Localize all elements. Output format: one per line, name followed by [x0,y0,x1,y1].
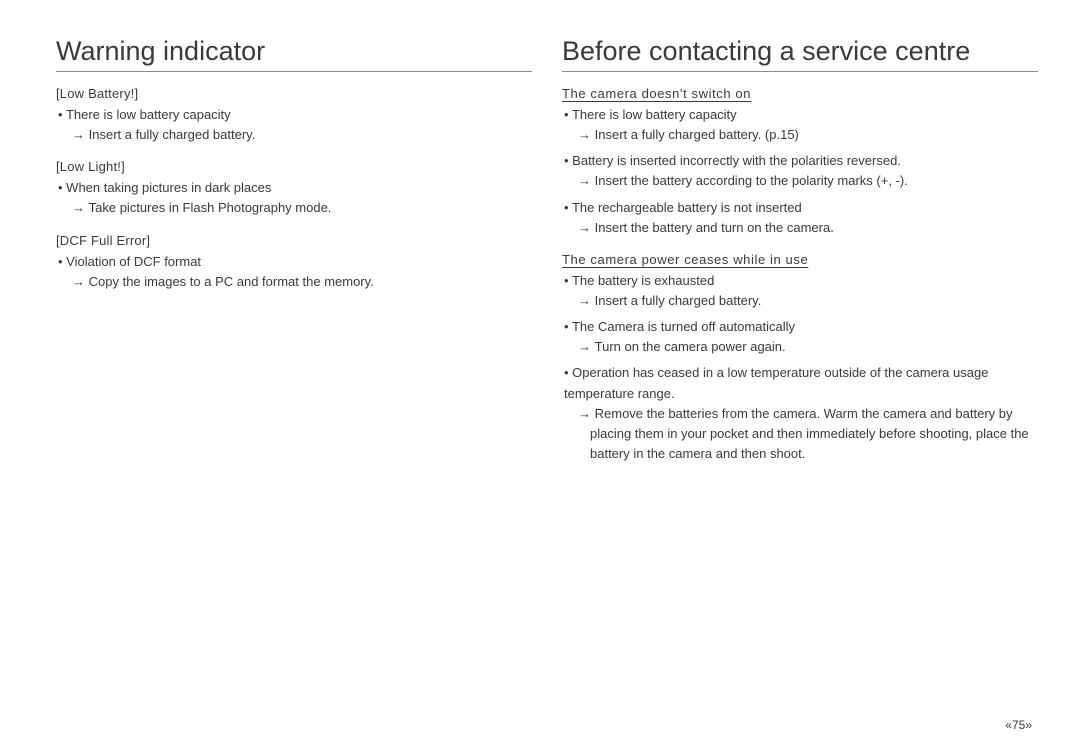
arrow-action: Insert the battery according to the pola… [578,171,1038,191]
section-camera-no-switch-on: The camera doesn't switch on There is lo… [562,86,1038,238]
bullet-text: Battery is inserted incorrectly with the… [564,151,1038,171]
section-low-battery: [Low Battery!] There is low battery capa… [56,86,532,145]
section-camera-power-ceases: The camera power ceases while in use The… [562,252,1038,464]
bullet-text: The rechargeable battery is not inserted [564,198,1038,218]
arrow-action: Insert the battery and turn on the camer… [578,218,1038,238]
bullet-text: There is low battery capacity [564,105,1038,125]
bullet-text: Operation has ceased in a low temperatur… [564,363,1038,403]
section-label: [DCF Full Error] [56,233,532,248]
section-label: The camera doesn't switch on [562,86,1038,101]
bullet-text: There is low battery capacity [58,105,532,125]
bullet-text: When taking pictures in dark places [58,178,532,198]
left-heading: Warning indicator [56,36,532,72]
bullet-text: The battery is exhausted [564,271,1038,291]
section-label: [Low Light!] [56,159,532,174]
arrow-action: Remove the batteries from the camera. Wa… [578,404,1038,464]
right-column: Before contacting a service centre The c… [552,36,1048,718]
section-dcf-full-error: [DCF Full Error] Violation of DCF format… [56,233,532,292]
arrow-action: Insert a fully charged battery. [578,291,1038,311]
arrow-action: Turn on the camera power again. [578,337,1038,357]
page-number: «75» [1005,718,1032,732]
section-label: [Low Battery!] [56,86,532,101]
page-root: Warning indicator [Low Battery!] There i… [0,0,1080,746]
arrow-action: Insert a fully charged battery. (p.15) [578,125,1038,145]
section-label: The camera power ceases while in use [562,252,1038,267]
bullet-text: Violation of DCF format [58,252,532,272]
section-low-light: [Low Light!] When taking pictures in dar… [56,159,532,218]
arrow-action: Insert a fully charged battery. [72,125,532,145]
right-heading: Before contacting a service centre [562,36,1038,72]
arrow-action: Take pictures in Flash Photography mode. [72,198,532,218]
bullet-text: The Camera is turned off automatically [564,317,1038,337]
arrow-action: Copy the images to a PC and format the m… [72,272,532,292]
left-column: Warning indicator [Low Battery!] There i… [56,36,552,718]
